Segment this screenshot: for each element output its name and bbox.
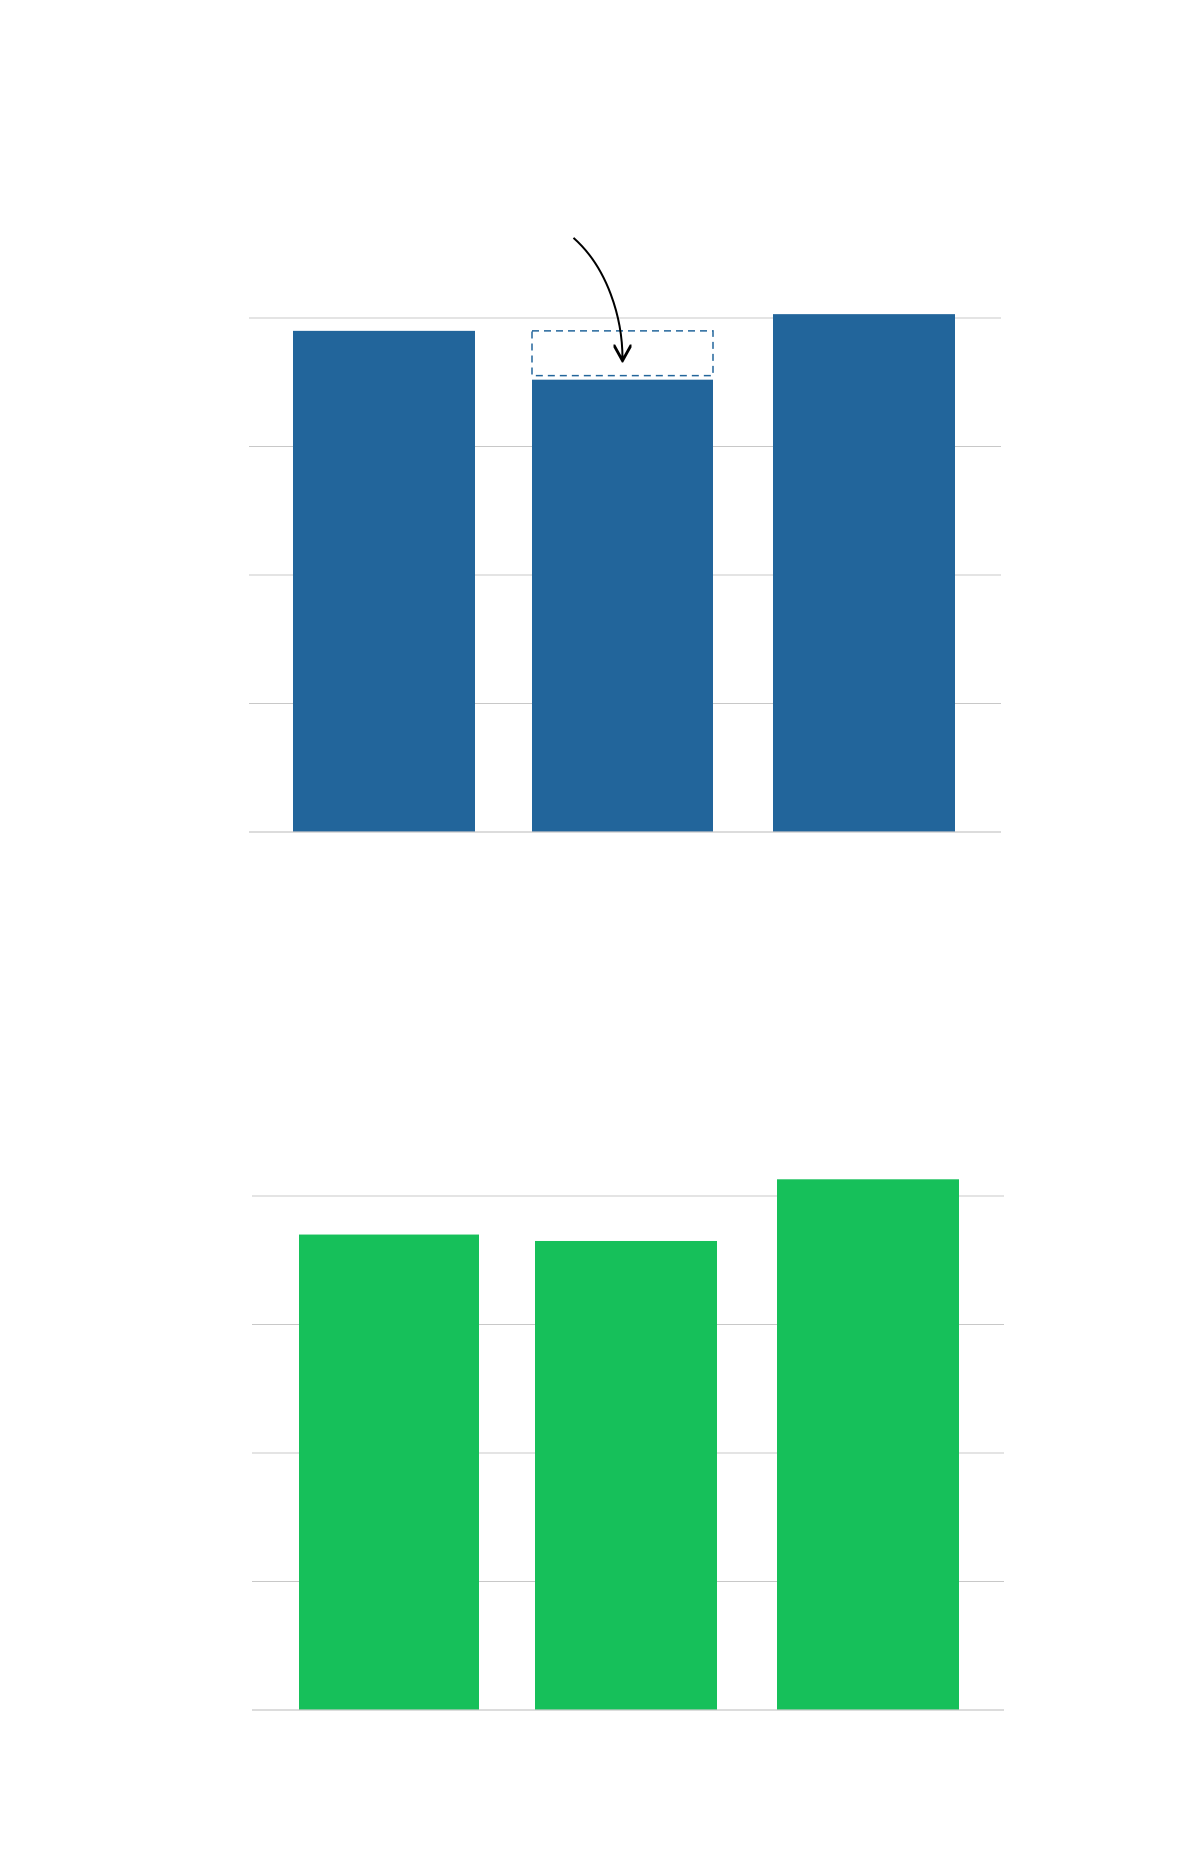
chart-2-bar-2 (535, 1240, 717, 1710)
chart-1-bar-2 (532, 379, 713, 832)
chart-1-bar-1 (293, 330, 475, 832)
chart-2-bar-1 (299, 1234, 479, 1710)
chart-2-bar-3 (777, 1179, 959, 1710)
chart-1-change-arrow (572, 237, 623, 359)
chart-1-change-box (531, 330, 714, 377)
chart-1-bar-3 (773, 314, 955, 832)
